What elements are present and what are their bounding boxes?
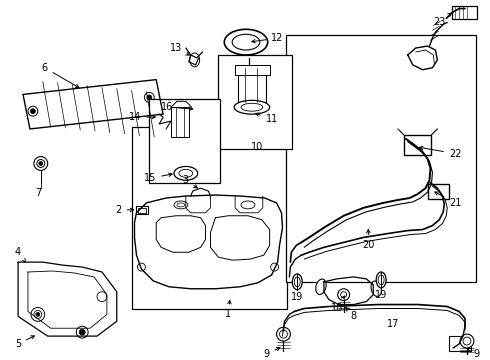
Text: 9: 9: [264, 347, 280, 359]
Ellipse shape: [39, 162, 43, 166]
Text: 1: 1: [225, 301, 231, 319]
Ellipse shape: [34, 310, 42, 318]
Text: 4: 4: [15, 247, 26, 262]
Text: 6: 6: [42, 63, 79, 87]
Text: 11: 11: [256, 113, 278, 124]
Ellipse shape: [463, 337, 471, 345]
Bar: [449, 336, 471, 351]
Ellipse shape: [279, 330, 288, 338]
Text: 15: 15: [144, 173, 172, 183]
Ellipse shape: [179, 170, 193, 177]
Ellipse shape: [174, 201, 188, 209]
Text: 2: 2: [116, 205, 134, 215]
Bar: [171, 107, 189, 137]
Bar: [219, 55, 293, 149]
Ellipse shape: [36, 312, 40, 316]
Ellipse shape: [293, 274, 302, 290]
Ellipse shape: [232, 34, 260, 50]
Text: 19: 19: [291, 292, 303, 302]
Ellipse shape: [294, 277, 300, 287]
Text: 7: 7: [35, 188, 41, 198]
Ellipse shape: [145, 93, 154, 102]
Text: 13: 13: [170, 43, 189, 55]
Text: 20: 20: [362, 229, 374, 250]
Ellipse shape: [241, 103, 263, 111]
Text: 14: 14: [129, 112, 155, 122]
Bar: [139, 208, 147, 213]
Bar: [149, 99, 220, 183]
Ellipse shape: [79, 329, 85, 335]
Ellipse shape: [270, 263, 278, 271]
Bar: [131, 127, 288, 310]
Text: 8: 8: [346, 307, 357, 321]
Text: 21: 21: [435, 192, 461, 208]
Ellipse shape: [34, 157, 48, 170]
Ellipse shape: [37, 159, 45, 167]
Text: 19: 19: [375, 290, 387, 300]
Text: 16: 16: [161, 102, 193, 112]
Bar: [404, 135, 432, 154]
Ellipse shape: [183, 100, 211, 118]
Text: 18: 18: [331, 296, 344, 314]
Ellipse shape: [460, 334, 474, 348]
Ellipse shape: [376, 272, 386, 288]
Bar: [238, 68, 266, 102]
Text: 3: 3: [183, 175, 197, 188]
Ellipse shape: [241, 201, 255, 209]
Ellipse shape: [189, 104, 204, 114]
Text: 5: 5: [15, 336, 34, 349]
Ellipse shape: [234, 100, 270, 114]
Ellipse shape: [341, 292, 346, 298]
Text: 22: 22: [419, 146, 462, 159]
Text: 12: 12: [252, 33, 284, 43]
Ellipse shape: [378, 275, 384, 285]
Ellipse shape: [190, 53, 199, 67]
Ellipse shape: [76, 326, 88, 338]
Ellipse shape: [28, 106, 38, 116]
Ellipse shape: [276, 327, 291, 341]
Ellipse shape: [138, 263, 146, 271]
Ellipse shape: [316, 279, 326, 294]
Bar: [137, 206, 148, 214]
Text: 17: 17: [387, 319, 399, 329]
Ellipse shape: [97, 292, 107, 302]
Ellipse shape: [371, 281, 381, 297]
Text: 9: 9: [468, 348, 480, 359]
Ellipse shape: [31, 307, 45, 321]
Text: 10: 10: [251, 142, 263, 152]
Bar: [235, 65, 270, 75]
Bar: [452, 6, 477, 19]
Ellipse shape: [174, 166, 197, 180]
Ellipse shape: [147, 95, 152, 100]
Ellipse shape: [30, 109, 35, 114]
Ellipse shape: [177, 203, 185, 207]
Ellipse shape: [224, 29, 268, 55]
Bar: [427, 184, 449, 199]
Text: 23: 23: [433, 13, 451, 27]
Ellipse shape: [338, 289, 349, 301]
Bar: [287, 35, 476, 282]
